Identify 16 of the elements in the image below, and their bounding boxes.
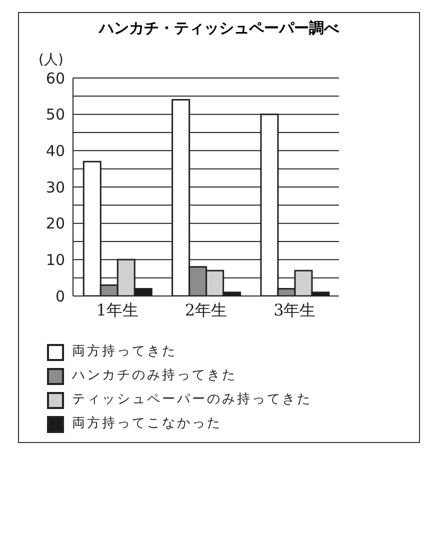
x-tick-label: 3年生 bbox=[274, 300, 316, 320]
y-tick-label: 50 bbox=[46, 106, 65, 124]
y-tick-label: 40 bbox=[46, 142, 65, 160]
y-tick-label: 0 bbox=[55, 287, 65, 306]
y-tick-label: 20 bbox=[46, 214, 65, 233]
y-tick-label: 30 bbox=[46, 178, 65, 196]
chart-title: ハンカチ・ティッシュペーパー調べ bbox=[97, 19, 340, 38]
legend-label: ハンカチのみ持ってきた bbox=[72, 367, 237, 385]
legend-label: 両方持ってこなかった bbox=[72, 415, 222, 433]
x-tick-label: 1年生 bbox=[96, 300, 138, 320]
x-tick-label: 2年生 bbox=[184, 300, 228, 320]
y-axis-title: (人) bbox=[38, 52, 64, 68]
legend-label: ティッシュペーパーのみ持ってきた bbox=[72, 391, 312, 409]
y-tick-label: 10 bbox=[46, 250, 65, 269]
y-tick-label: 60 bbox=[46, 69, 65, 88]
legend-label: 両方持ってきた bbox=[72, 343, 177, 361]
